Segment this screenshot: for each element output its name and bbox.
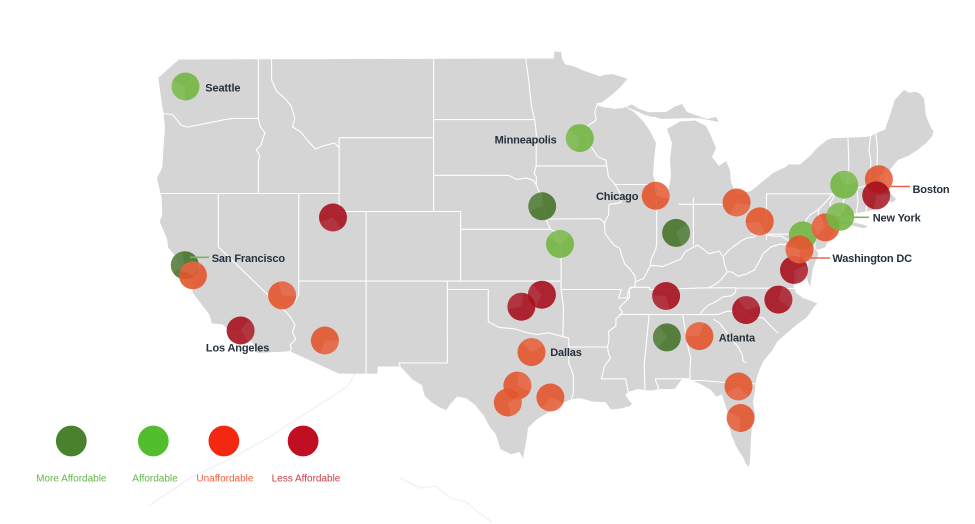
svg-text:Los Angeles: Los Angeles — [206, 342, 269, 354]
svg-text:Boston: Boston — [913, 184, 950, 196]
svg-text:New York: New York — [873, 212, 922, 224]
svg-text:Affordable: Affordable — [132, 474, 178, 485]
svg-text:Seattle: Seattle — [205, 83, 240, 95]
svg-text:San Francisco: San Francisco — [212, 253, 286, 265]
svg-text:More Affordable: More Affordable — [36, 474, 107, 485]
svg-text:Chicago: Chicago — [596, 191, 639, 203]
svg-text:Washington DC: Washington DC — [832, 253, 912, 265]
svg-text:Unaffordable: Unaffordable — [196, 474, 254, 485]
svg-text:Dallas: Dallas — [550, 347, 582, 359]
svg-text:Less Affordable: Less Affordable — [272, 474, 341, 485]
svg-text:Atlanta: Atlanta — [719, 332, 756, 344]
svg-text:Minneapolis: Minneapolis — [495, 134, 557, 146]
